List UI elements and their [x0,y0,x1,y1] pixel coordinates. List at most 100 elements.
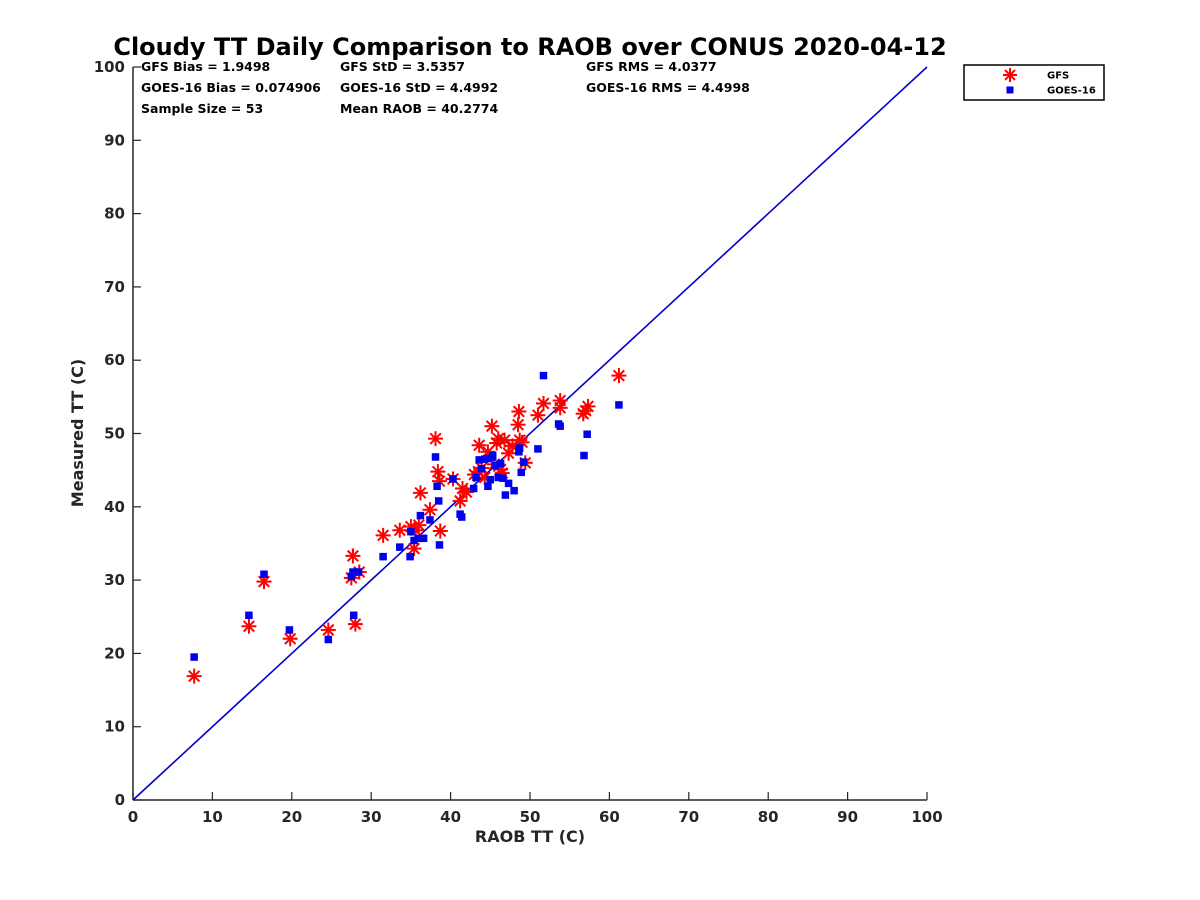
goes16-point [469,484,478,493]
gfs-point [320,622,336,638]
gfs-point [497,432,513,448]
x-ticks: 0 10 20 30 40 50 60 70 80 90 100 [128,792,943,826]
gfs-point [530,407,546,423]
gfs-point [535,395,551,411]
x-tick-label: 10 [202,808,223,826]
x-tick-label: 60 [599,808,620,826]
goes16-point [431,453,440,461]
goes16-point [494,473,502,482]
goes16-point [539,371,548,380]
y-tick-label: 20 [104,644,125,662]
gfs-point [345,548,361,564]
stat-text: GFS RMS = 4.0377 [586,59,717,74]
stat-text: GOES-16 StD = 4.4992 [340,80,498,95]
stats-block: GFS Bias = 1.9498 GFS StD = 3.5357 GFS RMS… [141,59,750,116]
goes16-point [190,653,198,661]
goes16-point [354,568,363,576]
legend-goes16-marker [1006,86,1014,94]
x-axis-label: RAOB TT (C) [475,827,585,846]
chart-title: Cloudy TT Daily Comparison to RAOB over … [113,33,946,61]
goes16-point [324,635,333,644]
goes16-point [245,611,253,620]
goes16-point [484,454,493,463]
gfs-point [511,404,527,420]
y-tick-label: 80 [104,205,125,223]
x-tick-label: 0 [128,808,138,826]
gfs-point [186,668,202,684]
x-tick-label: 70 [678,808,699,826]
goes16-point [435,541,444,549]
y-ticks: 0 10 20 30 40 50 60 70 80 90 100 [94,58,141,809]
goes16-point [426,516,434,524]
legend: GFS GOES-16 [963,64,1105,101]
gfs-point [611,368,627,384]
stat-text: Sample Size = 53 [141,101,263,116]
gfs-point [282,631,298,647]
y-tick-label: 60 [104,351,125,369]
goes16-point [615,401,623,409]
goes16-point [449,475,457,483]
gfs-point [375,527,391,543]
goes16-point [433,482,441,491]
y-tick-label: 90 [104,131,125,149]
goes16-point [519,458,528,466]
gfs-point [580,398,596,414]
goes16-point [410,536,418,545]
goes16-point [416,511,425,520]
goes16-point [484,482,492,491]
goes16-point [347,572,356,581]
goes16-point [349,568,357,576]
gfs-point [347,616,363,632]
goes16-point [488,451,497,460]
goes16-point [504,479,513,488]
goes16-point [486,475,495,484]
gfs-point [452,493,468,509]
one-to-one-line [132,66,928,801]
x-tick-label: 100 [911,808,942,826]
x-tick-label: 20 [281,808,302,826]
stat-text: Mean RAOB = 40.2774 [340,101,498,116]
y-tick-label: 0 [115,791,125,809]
y-tick-label: 40 [104,498,125,516]
goes16-point [510,486,518,495]
legend-box [963,64,1105,101]
gfs-point [471,437,487,453]
gfs-point [412,485,428,501]
x-tick-label: 30 [361,808,382,826]
goes16-point [396,543,404,551]
gfs-point [430,464,446,480]
x-tick-label: 40 [440,808,461,826]
legend-label: GFS [1047,71,1069,82]
stat-text: GFS Bias = 1.9498 [141,59,270,74]
goes16-point [406,552,414,561]
goes16-point [480,455,489,463]
goes16-point [475,456,483,464]
goes16-point [580,451,588,460]
y-tick-label: 30 [104,571,125,589]
goes16-point [349,611,358,620]
gfs-point [432,523,448,539]
y-axis-label: Measured TT (C) [68,359,87,507]
goes16-point [534,445,542,453]
goes16-point [556,422,564,430]
gfs-point [422,502,438,518]
gfs-point [428,431,444,447]
goes16-point [472,473,480,482]
goes16-point [260,570,268,578]
goes16-series [190,371,623,661]
gfs-point [411,517,427,533]
goes16-point [477,464,486,473]
x-tick-label: 50 [520,808,541,826]
goes16-point [419,534,428,543]
y-tick-label: 100 [94,58,125,76]
gfs-point [484,418,500,434]
gfs-point [241,618,257,634]
goes16-point [414,534,422,543]
goes16-point [517,468,526,477]
goes16-point [496,459,505,468]
goes16-point [583,430,591,438]
y-tick-label: 10 [104,718,125,736]
goes16-point [407,527,415,536]
goes16-point [379,552,387,561]
